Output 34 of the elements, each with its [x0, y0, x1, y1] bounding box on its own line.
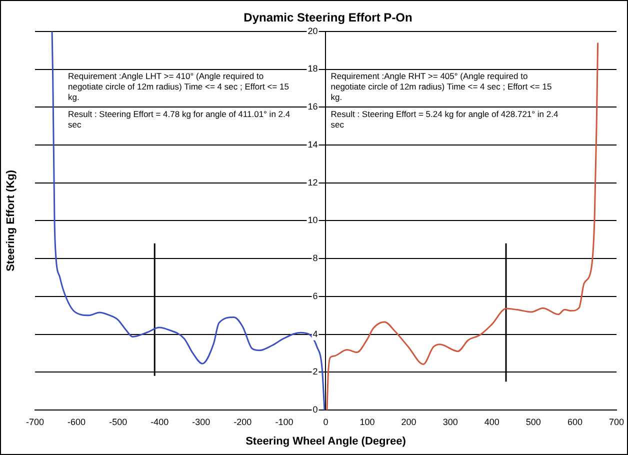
x-tick-label: 500: [526, 416, 541, 427]
x-tick-label: -500: [109, 416, 128, 427]
x-tick-label: -100: [275, 416, 294, 427]
y-axis-title: Steering Effort (Kg): [5, 170, 18, 272]
annotation: Requirement :Angle RHT >= 405° (Angle required to negotiate circle of 12m radius) Time <= 4 sec ; Effort <= 15 kg.: [330, 70, 552, 102]
annotation: Result : Steering Effort = 5.24 kg for angle of 428.721° in 2.4 sec: [330, 108, 558, 130]
annotation: Result : Steering Effort = 4.78 kg for angle of 411.01° in 2.4 sec: [68, 108, 290, 130]
y-tick-label: 12: [308, 177, 318, 188]
x-tick-label: -400: [150, 416, 169, 427]
x-tick-label: 200: [401, 416, 416, 427]
x-tick-label: 100: [360, 416, 375, 427]
y-tick-label: 14: [308, 139, 318, 150]
y-tick-label: 0: [312, 404, 318, 414]
line-series: [326, 42, 599, 410]
chart-title: Dynamic Steering Effort P-On: [244, 10, 412, 25]
y-tick-label: 18: [308, 64, 318, 74]
y-tick-label: 16: [308, 102, 318, 112]
x-tick-label: -200: [234, 416, 252, 427]
y-tick-label: 10: [308, 215, 318, 226]
y-tick-label: 6: [312, 290, 318, 301]
x-tick-label: -600: [68, 416, 86, 427]
y-tick-label: 2: [312, 366, 318, 377]
x-tick-label: 600: [567, 416, 582, 427]
annotation: Requirement :Angle LHT >= 410° (Angle required to negotiate circle of 12m radius) Time <= 4 sec ; Effort <= 15 kg.: [68, 70, 290, 102]
x-axis-title: Steering Wheel Angle (Degree): [246, 435, 406, 448]
x-tick-label: -700: [26, 416, 44, 427]
x-tick-label: -300: [192, 416, 210, 427]
x-tick-label: 700: [608, 416, 624, 427]
x-tick-label: 300: [442, 416, 458, 427]
y-tick-label: 4: [312, 328, 318, 339]
x-tick-label: 400: [484, 416, 500, 427]
y-tick-label: 8: [312, 253, 318, 264]
x-tick-label: 0: [323, 416, 328, 427]
y-tick-label: 20: [308, 26, 318, 36]
